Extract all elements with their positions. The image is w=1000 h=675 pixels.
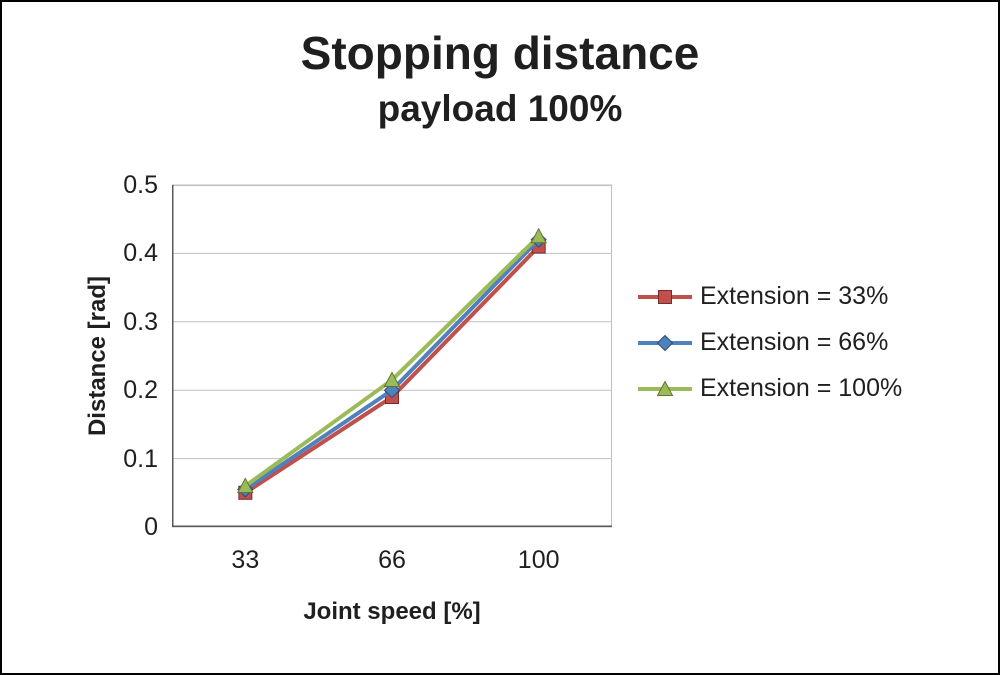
y-axis-title: Distance [rad] <box>84 275 111 437</box>
legend-label: Extension = 100% <box>700 374 903 402</box>
legend-label: Extension = 33% <box>700 282 889 310</box>
legend-item: Extension = 66% <box>638 328 902 357</box>
triangle-marker-icon <box>530 227 548 244</box>
x-axis-title: Joint speed [%] <box>303 598 481 625</box>
x-tick-label: 100 <box>517 546 560 574</box>
x-tick-label: 33 <box>231 546 260 574</box>
y-tick-label: 0.5 <box>123 171 158 199</box>
series-line <box>244 234 541 488</box>
legend-swatch-square-icon <box>638 289 692 304</box>
y-tick-label: 0.1 <box>123 444 158 473</box>
y-tick-label: 0.3 <box>123 307 158 336</box>
triangle-marker-icon <box>383 371 401 387</box>
legend: Extension = 33% Extension = 66% Extension … <box>638 282 902 403</box>
y-tick-label: 0 <box>144 513 158 541</box>
triangle-marker-icon <box>236 477 254 493</box>
legend-label: Extension = 66% <box>700 328 889 356</box>
y-tick-label: 0.2 <box>123 376 158 405</box>
legend-item: Extension = 100% <box>638 374 902 403</box>
legend-item: Extension = 33% <box>638 282 902 311</box>
square-marker-icon <box>658 289 672 304</box>
triangle-marker-icon <box>656 379 674 396</box>
x-tick-label: 66 <box>378 546 406 574</box>
legend-swatch-triangle-icon <box>638 379 692 396</box>
y-tick-label: 0.4 <box>123 239 158 268</box>
legend-swatch-diamond-icon <box>638 334 692 351</box>
diamond-marker-icon <box>656 334 674 351</box>
chart-subtitle: payload 100% <box>377 88 623 129</box>
plot-border <box>172 185 612 527</box>
chart-title: Stopping distance <box>300 27 700 79</box>
plot-area <box>172 184 612 528</box>
